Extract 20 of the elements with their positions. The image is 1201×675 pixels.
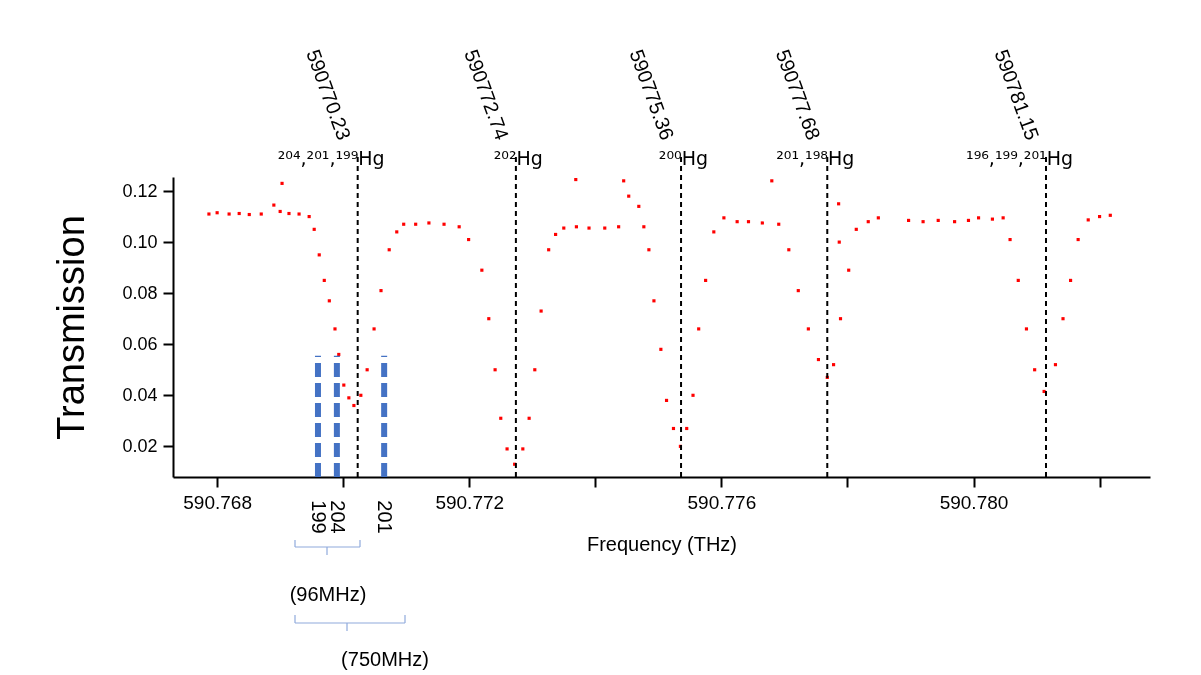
annotation: ¹⁹⁶,¹⁹⁹,²⁰¹Hg bbox=[966, 147, 1073, 169]
text: (750MHz) bbox=[341, 648, 429, 670]
y-tick-label: 0.08 bbox=[122, 282, 158, 303]
annotation: ²⁰⁴,²⁰¹,¹⁹⁹Hg bbox=[277, 147, 385, 169]
y-tick-label: 0.04 bbox=[122, 384, 158, 405]
y-tick-label: 0.10 bbox=[122, 231, 158, 252]
text: (96MHz) bbox=[289, 583, 367, 605]
annotation: ²⁰²Hg bbox=[493, 147, 543, 169]
x-tick-label: 590.780 bbox=[939, 491, 1009, 513]
y-axis-title: Transmission bbox=[50, 215, 93, 440]
annotation: ²⁰⁰Hg bbox=[658, 147, 709, 169]
x-tick-label: 590.772 bbox=[435, 491, 505, 513]
annotation: ²⁰¹,¹⁹⁸Hg bbox=[776, 147, 855, 169]
y-tick-label: 0.02 bbox=[122, 435, 158, 456]
y-tick-label: 0.06 bbox=[122, 333, 158, 354]
y-tick-label: 0.12 bbox=[122, 180, 158, 201]
x-axis-title: Frequency (THz) bbox=[586, 532, 738, 555]
text: 201 bbox=[374, 500, 397, 534]
x-tick-label: 590.768 bbox=[183, 491, 252, 513]
x-tick-label: 590.776 bbox=[687, 491, 757, 513]
